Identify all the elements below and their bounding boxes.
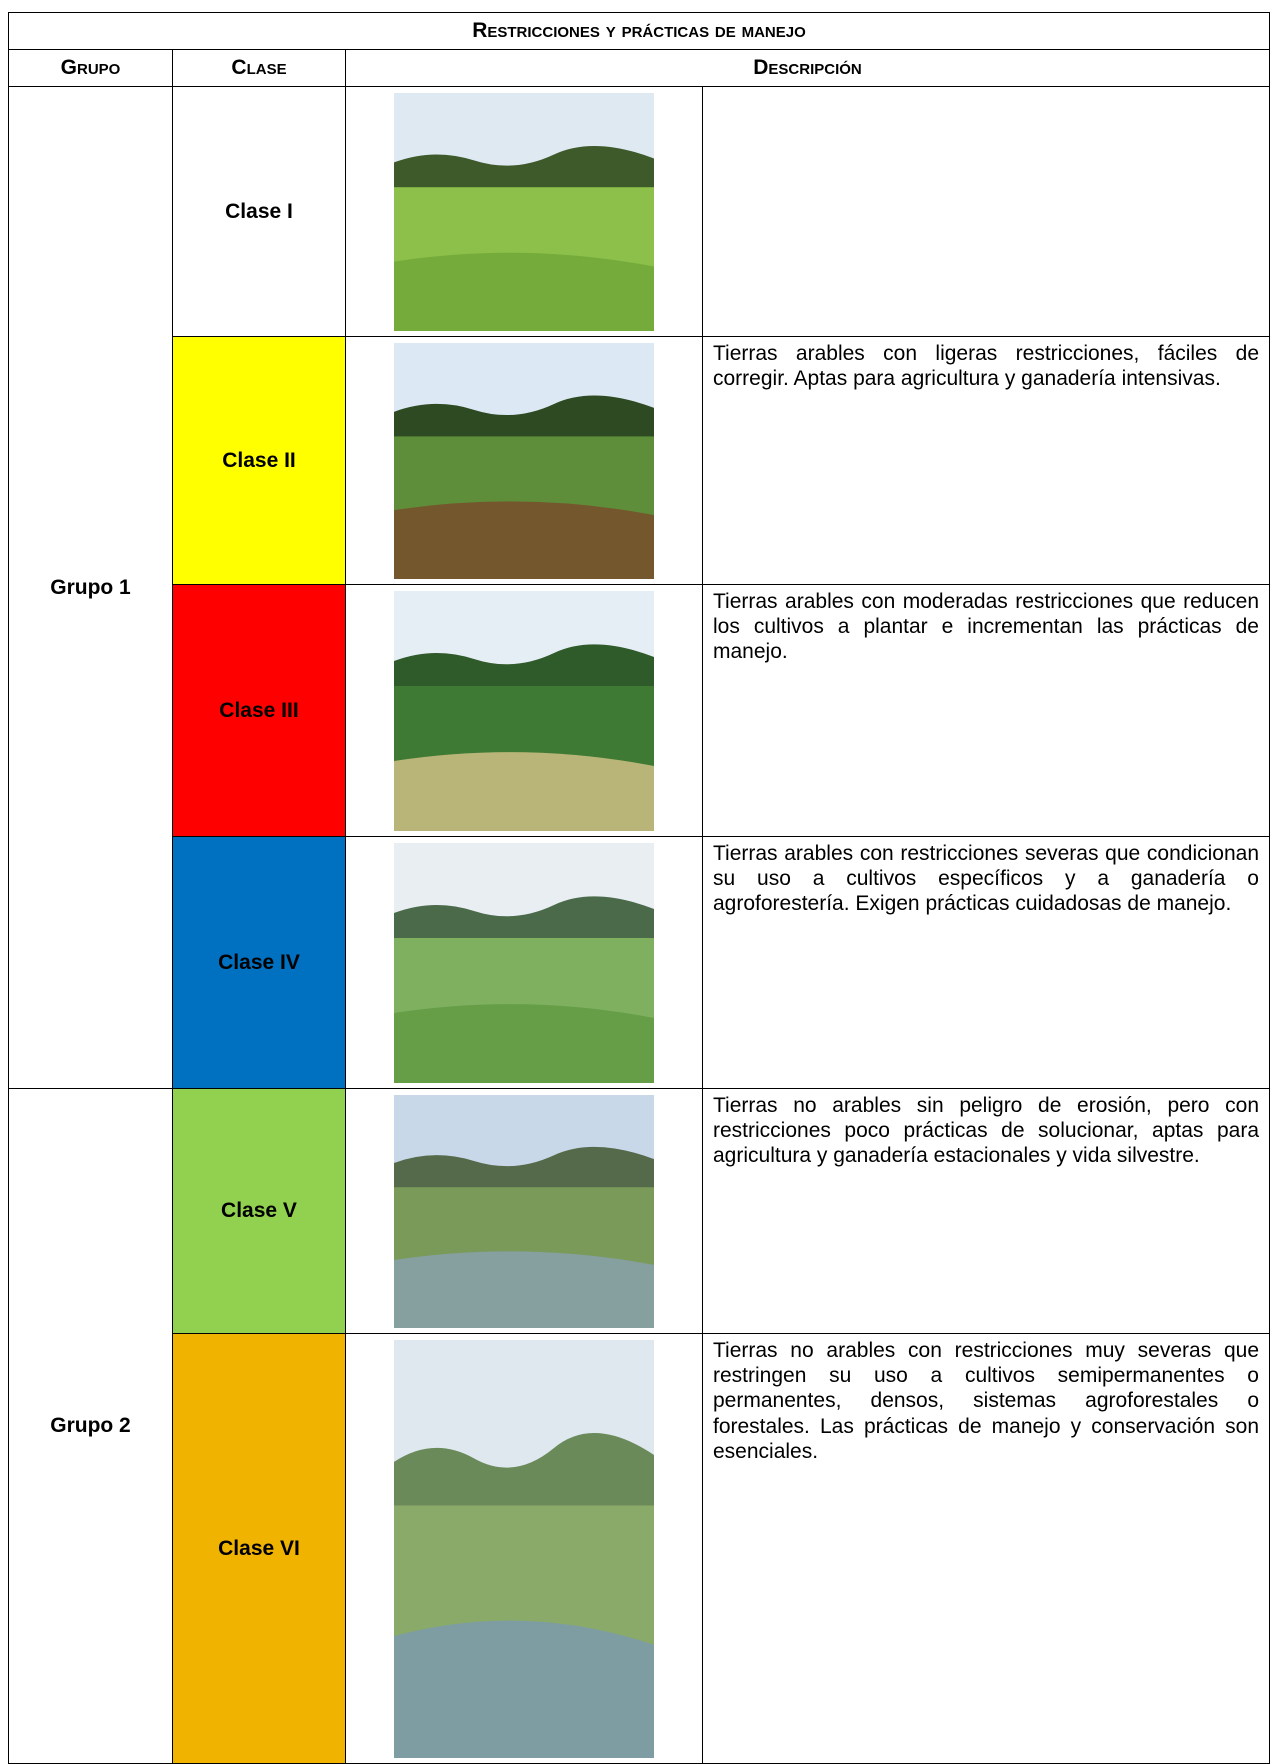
table-row: Clase III Tierras arables con moderadas … <box>9 584 1270 837</box>
table-row: Clase IV Tierras arables con restriccion… <box>9 836 1270 1089</box>
class-cell: Clase V <box>172 1088 346 1334</box>
group-cell: Grupo 1 <box>8 86 173 1089</box>
photo-cell <box>345 336 703 585</box>
landscape-photo <box>394 843 654 1083</box>
landscape-photo <box>394 1095 654 1328</box>
description-cell: Tierras arables con moderadas restriccio… <box>702 584 1270 837</box>
table-row: Clase VI Tierras no arables con restricc… <box>9 1333 1270 1764</box>
photo-cell <box>345 86 703 337</box>
table-row: Clase II Tierras arables con ligeras res… <box>9 336 1270 585</box>
landscape-photo <box>394 93 654 331</box>
photo-cell <box>345 1088 703 1334</box>
landscape-photo <box>394 1340 654 1758</box>
column-header: Clase <box>172 49 346 87</box>
description-cell: Tierras arables con ligeras restriccione… <box>702 336 1270 585</box>
column-header: Descripción <box>345 49 1270 87</box>
photo-cell <box>345 1333 703 1764</box>
landscape-photo <box>394 591 654 831</box>
photo-cell <box>345 584 703 837</box>
description-cell: Tierras no arables sin peligro de erosió… <box>702 1088 1270 1334</box>
table-title: Restricciones y prácticas de manejo <box>8 12 1270 50</box>
class-cell: Clase II <box>172 336 346 585</box>
photo-cell <box>345 836 703 1089</box>
description-cell: Tierras no arables con restricciones muy… <box>702 1333 1270 1764</box>
landscape-photo <box>394 343 654 579</box>
table-body: Grupo 1 Clase I Clase II Tierras arables … <box>8 86 1270 1764</box>
description-cell: Tierras arables con restricciones severa… <box>702 836 1270 1089</box>
class-cell: Clase IV <box>172 836 346 1089</box>
land-class-table: Restricciones y prácticas de manejo Grup… <box>8 12 1270 1764</box>
group-cell: Grupo 2 <box>8 1088 173 1764</box>
table-row: Grupo 2 Clase V Tierras no arables sin pe… <box>8 1088 1270 1764</box>
class-cell: Clase VI <box>172 1333 346 1764</box>
column-header: Grupo <box>8 49 173 87</box>
class-cell: Clase III <box>172 584 346 837</box>
class-cell: Clase I <box>172 86 346 337</box>
table-row: Grupo 1 Clase I <box>8 86 1270 1089</box>
description-cell <box>702 86 1270 337</box>
